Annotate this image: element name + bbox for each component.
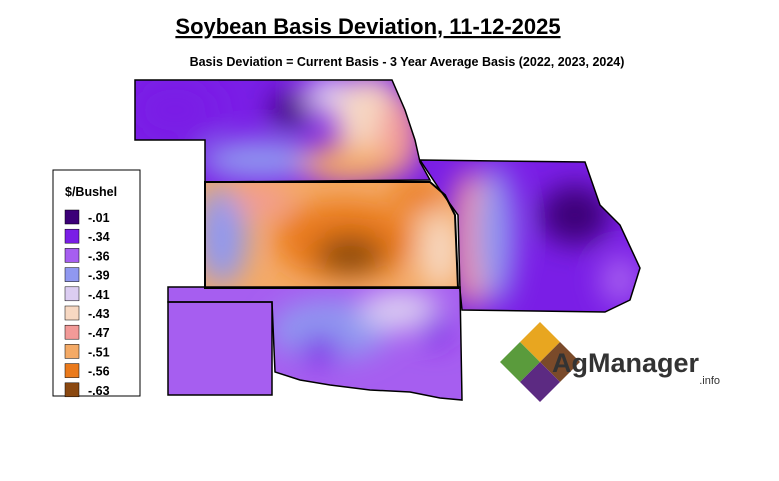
legend-items: -.01 -.34 -.36 -.39 -.41 -.43 -.47 -.51 -.56 -.63 xyxy=(64,209,110,398)
legend-label: -.51 xyxy=(88,345,110,359)
logo-name: AgManager xyxy=(552,348,700,378)
legend-label: -.47 xyxy=(88,326,110,340)
legend-label: -.39 xyxy=(88,269,110,283)
logo-suffix: .info xyxy=(699,375,720,387)
legend-label: -.56 xyxy=(88,365,110,379)
nebraska xyxy=(135,80,430,182)
legend-label: -.41 xyxy=(88,288,110,302)
legend-label: -.01 xyxy=(88,211,110,225)
subtitle: Basis Deviation = Current Basis - 3 Year… xyxy=(190,55,625,69)
title: Soybean Basis Deviation, 11-12-2025 xyxy=(175,14,560,39)
legend-swatch xyxy=(64,344,80,359)
kansas xyxy=(205,182,458,288)
legend-swatch xyxy=(64,324,80,340)
legend-swatch xyxy=(64,228,80,244)
legend-swatch xyxy=(64,286,80,302)
legend-label: -.36 xyxy=(88,249,110,263)
legend-box xyxy=(52,169,141,397)
legend-swatch xyxy=(64,248,80,263)
logo: AgManager .info xyxy=(500,322,720,402)
legend-swatch xyxy=(64,363,80,378)
legend-swatch xyxy=(64,382,80,398)
legend-swatch xyxy=(64,209,80,225)
legend-label: -.34 xyxy=(88,230,110,244)
legend-label: -.63 xyxy=(88,384,110,398)
state-borders xyxy=(134,79,641,401)
texas-panhandle xyxy=(168,302,272,395)
legend-swatch xyxy=(64,267,80,282)
legend-title: $/Bushel xyxy=(65,185,117,199)
legend-label: -.43 xyxy=(88,307,110,321)
legend-swatch xyxy=(64,305,80,321)
